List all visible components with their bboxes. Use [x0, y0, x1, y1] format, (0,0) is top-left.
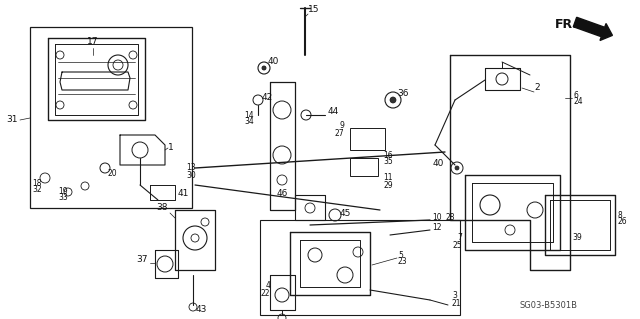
Text: 3: 3 — [452, 292, 457, 300]
Text: 46: 46 — [276, 189, 288, 197]
Text: 35: 35 — [383, 158, 393, 167]
Circle shape — [262, 66, 266, 70]
Text: 24: 24 — [573, 98, 582, 107]
Text: 27: 27 — [334, 129, 344, 137]
Text: 42: 42 — [262, 93, 273, 101]
Text: 38: 38 — [157, 204, 168, 212]
Text: 45: 45 — [340, 209, 351, 218]
Bar — [350, 128, 385, 150]
FancyArrow shape — [573, 17, 612, 41]
Text: 32: 32 — [32, 186, 42, 195]
Text: 39: 39 — [572, 234, 582, 242]
Text: 9: 9 — [339, 122, 344, 130]
Text: 34: 34 — [244, 117, 254, 127]
Text: 31: 31 — [6, 115, 18, 124]
Text: 1: 1 — [168, 144, 173, 152]
Text: 21: 21 — [452, 299, 461, 308]
Text: FR.: FR. — [555, 19, 578, 32]
Circle shape — [455, 166, 459, 170]
Text: 6: 6 — [573, 91, 578, 100]
Text: 18: 18 — [32, 179, 42, 188]
Text: 26: 26 — [618, 218, 628, 226]
Text: 11: 11 — [383, 174, 392, 182]
Text: 14: 14 — [244, 110, 254, 120]
Text: 41: 41 — [178, 189, 189, 197]
Text: 25: 25 — [452, 241, 462, 249]
Text: 19: 19 — [58, 187, 68, 196]
Text: 12: 12 — [432, 224, 442, 233]
Bar — [260, 220, 460, 315]
Text: 30: 30 — [186, 170, 196, 180]
Text: 40: 40 — [433, 159, 444, 167]
Text: 4: 4 — [265, 281, 270, 291]
Text: 36: 36 — [397, 90, 408, 99]
Circle shape — [390, 97, 396, 103]
Bar — [350, 158, 378, 176]
Text: 43: 43 — [196, 306, 207, 315]
Text: 33: 33 — [58, 194, 68, 203]
Text: 15: 15 — [308, 5, 319, 14]
Text: 22: 22 — [260, 288, 270, 298]
Text: 2: 2 — [534, 84, 540, 93]
Text: 28: 28 — [445, 213, 454, 222]
Text: 7: 7 — [457, 234, 462, 242]
Text: 8: 8 — [618, 211, 623, 219]
Text: 40: 40 — [268, 57, 280, 66]
Bar — [30, 27, 192, 208]
Text: 5: 5 — [398, 250, 403, 259]
Text: 17: 17 — [87, 38, 99, 47]
Text: 23: 23 — [398, 257, 408, 266]
Text: 16: 16 — [383, 151, 392, 160]
Text: 29: 29 — [383, 181, 392, 189]
Text: 44: 44 — [328, 108, 339, 116]
Text: 13: 13 — [186, 164, 196, 173]
Text: 20: 20 — [108, 168, 118, 177]
Text: 10: 10 — [432, 213, 442, 222]
Text: 37: 37 — [136, 256, 148, 264]
Text: SG03-B5301B: SG03-B5301B — [520, 301, 578, 310]
